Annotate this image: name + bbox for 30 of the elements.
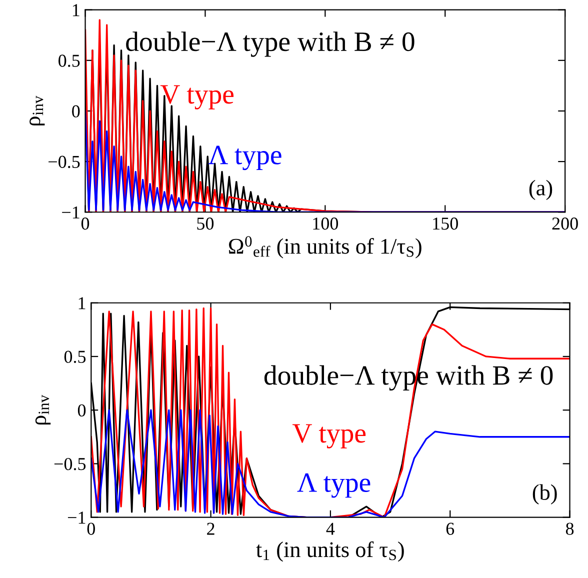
series-label: V type <box>292 424 366 448</box>
x-axis-title: t$_{1}$ (in units of τ$_{S}$) <box>256 541 404 562</box>
y-tick-label: 0.5 <box>58 54 80 67</box>
y-tick-label: −0.5 <box>48 156 80 168</box>
x-tick-label: 6 <box>446 522 454 535</box>
x-axis-title: Ω$^{0}$$_{eff}$ (in units of 1/τ$_{S}$) <box>228 236 422 258</box>
annotation: (b) <box>532 484 557 504</box>
x-tick-label: 100 <box>313 218 338 230</box>
x-tick-label: 4 <box>326 522 335 535</box>
series-label: Λ type <box>297 473 370 498</box>
y-tick-label: 0 <box>78 404 86 417</box>
y-tick-label: −0.5 <box>54 458 86 470</box>
x-tick-label: 200 <box>552 218 578 230</box>
series-label: V type <box>160 85 234 110</box>
x-tick-label: 2 <box>207 522 214 535</box>
y-tick-label: 1 <box>78 297 86 310</box>
x-tick-label: 0 <box>87 522 95 535</box>
y-tick-label: −1 <box>68 512 86 524</box>
series-label: Λ type <box>208 146 282 170</box>
x-tick-label: 150 <box>433 218 458 230</box>
y-axis-title: ρ$_{inv}$ <box>35 394 51 425</box>
y-tick-label: −1 <box>62 206 80 218</box>
y-axis-title: ρ$_{inv}$ <box>30 96 45 126</box>
legend-label: double−Λ type with B ≠ 0 <box>126 32 414 57</box>
x-tick-label: 8 <box>566 522 574 535</box>
y-tick-label: 0.5 <box>64 350 86 364</box>
annotation: (a) <box>529 180 552 200</box>
y-tick-label: 0 <box>72 105 80 118</box>
x-tick-label: 50 <box>197 218 214 230</box>
y-tick-label: 1 <box>72 4 80 16</box>
